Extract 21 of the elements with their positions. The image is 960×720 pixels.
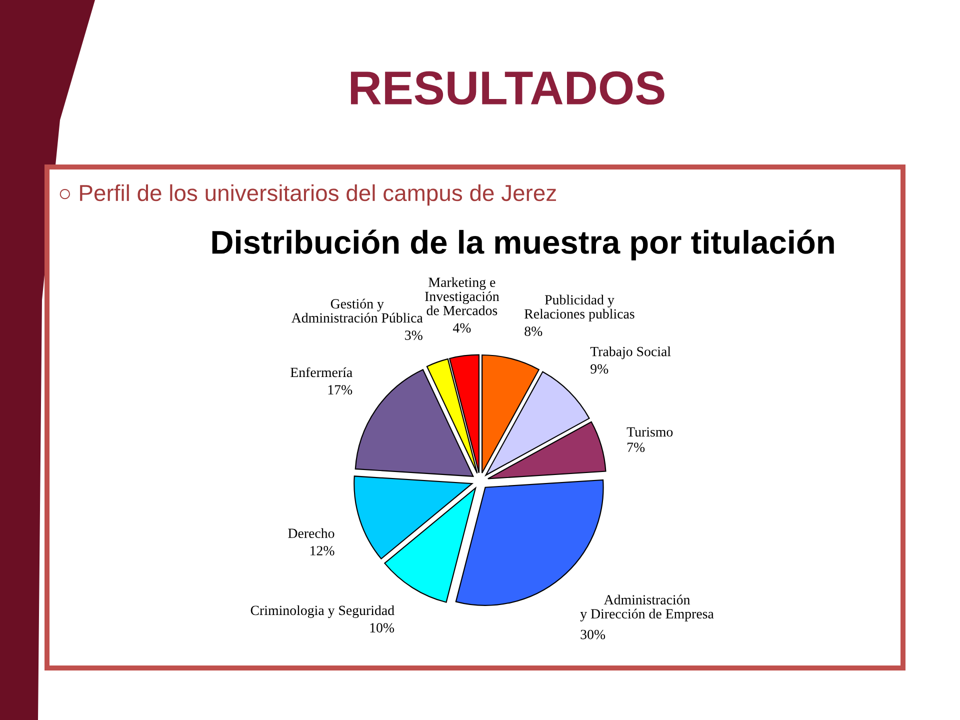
slice-label: Trabajo Social bbox=[590, 346, 671, 360]
data-label: 12% bbox=[310, 546, 334, 556]
slice-label: Turismo bbox=[626, 427, 673, 437]
slice-label: Gestión y Administración Pública bbox=[292, 298, 423, 323]
slice-label: Administración y Dirección de Empresa bbox=[580, 594, 714, 622]
slice-label: Criminologia y Seguridad bbox=[250, 605, 394, 618]
data-label: 9% bbox=[590, 364, 608, 374]
chart-subtitle: ○ Perfil de los universitarios del campus de Jerez bbox=[60, 184, 556, 206]
slice-label: Publicidad y Relaciones publicas bbox=[524, 294, 634, 322]
data-label: 30% bbox=[580, 630, 606, 640]
data-label: 8% bbox=[524, 326, 542, 336]
data-label: 17% bbox=[328, 385, 352, 395]
slice-label: Derecho bbox=[288, 528, 334, 538]
data-label: 4% bbox=[452, 323, 471, 333]
chart-title: Distribución de la muestra por titulación bbox=[212, 230, 834, 260]
slice-label: Marketing e Investigación de Mercados bbox=[425, 277, 500, 316]
slice-label: Enfermería bbox=[290, 367, 352, 378]
data-label: 10% bbox=[370, 623, 394, 633]
data-label: 3% bbox=[405, 330, 422, 340]
data-label: 7% bbox=[627, 442, 645, 452]
text: RESULTADOS bbox=[350, 71, 664, 105]
